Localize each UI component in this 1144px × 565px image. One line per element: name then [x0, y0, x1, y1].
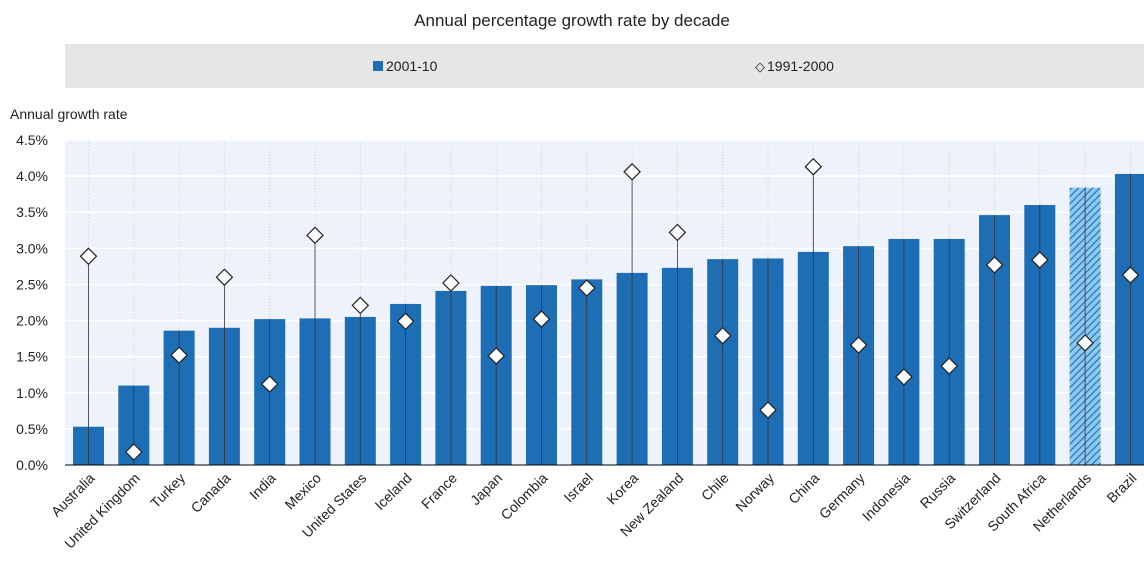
x-tick-label: Japan [467, 470, 505, 508]
y-tick-label: 1.0% [16, 385, 48, 401]
bar-brazil [1114, 173, 1144, 465]
diamond-marker [124, 443, 143, 461]
diamond-marker [623, 162, 641, 181]
x-tick-label: Mexico [281, 470, 324, 513]
x-tick-label: Indonesia [859, 470, 913, 524]
legend: 2001-10 ◇ 1991-2000 [65, 44, 1144, 88]
y-tick-label: 3.5% [16, 204, 48, 220]
diamond-marker [1121, 266, 1140, 284]
legend-swatch-bar [373, 61, 383, 71]
x-tick-label: Russia [917, 470, 959, 512]
diamond-marker [487, 347, 506, 365]
diamond-marker [1030, 251, 1049, 269]
diamond-marker [940, 357, 959, 375]
x-tick-label: Korea [603, 470, 641, 508]
diamond-marker [985, 256, 1004, 274]
diamond-marker [351, 296, 370, 315]
y-tick-label: 4.5% [16, 132, 48, 148]
x-tick-label: Turkey [147, 470, 188, 511]
legend-label-2001-10: 2001-10 [386, 58, 438, 74]
diamond-marker [306, 226, 324, 245]
diamond-marker [577, 279, 596, 297]
x-tick-label: France [418, 470, 460, 512]
x-tick-label: Chile [698, 470, 732, 504]
diamond-marker [1076, 334, 1094, 352]
diamond-marker [170, 346, 188, 365]
diamond-marker [442, 274, 460, 292]
x-tick-label: Norway [732, 470, 777, 515]
diamond-marker [849, 336, 868, 354]
diamond-marker [895, 368, 913, 386]
diamond-marker [713, 326, 732, 345]
x-tick-label: Iceland [371, 470, 414, 513]
x-tick-label: China [785, 470, 822, 507]
y-tick-label: 3.0% [16, 240, 48, 256]
y-tick-label: 0.5% [16, 421, 48, 437]
x-tick-label: Colombia [497, 470, 550, 523]
chart-title: Annual percentage growth rate by decade [414, 11, 730, 30]
x-tick-label: India [246, 470, 279, 503]
y-tick-label: 2.0% [16, 313, 48, 329]
x-tick-label: Israel [560, 470, 596, 506]
legend-item-2001-10: 2001-10 [373, 58, 437, 74]
legend-item-1991-2000: ◇ 1991-2000 [755, 58, 834, 74]
y-axis-label: Annual growth rate [10, 106, 128, 122]
legend-diamond-icon: ◇ [755, 58, 765, 74]
x-tick-label: Brazil [1103, 470, 1139, 506]
diamond-marker [79, 247, 98, 266]
diamond-marker [668, 223, 687, 242]
y-tick-label: 0.0% [16, 457, 48, 473]
diamond-marker [260, 375, 279, 393]
diamond-marker [759, 401, 777, 419]
legend-label-1991-2000: 1991-2000 [767, 58, 834, 74]
y-tick-label: 2.5% [16, 276, 48, 292]
y-tick-label: 1.5% [16, 349, 48, 365]
diamond-marker [804, 157, 823, 176]
x-tick-label: Canada [188, 470, 234, 516]
y-tick-label: 4.0% [16, 168, 48, 184]
diamond-marker [215, 268, 234, 287]
diamond-marker [396, 312, 415, 331]
diamond-marker [532, 310, 551, 328]
